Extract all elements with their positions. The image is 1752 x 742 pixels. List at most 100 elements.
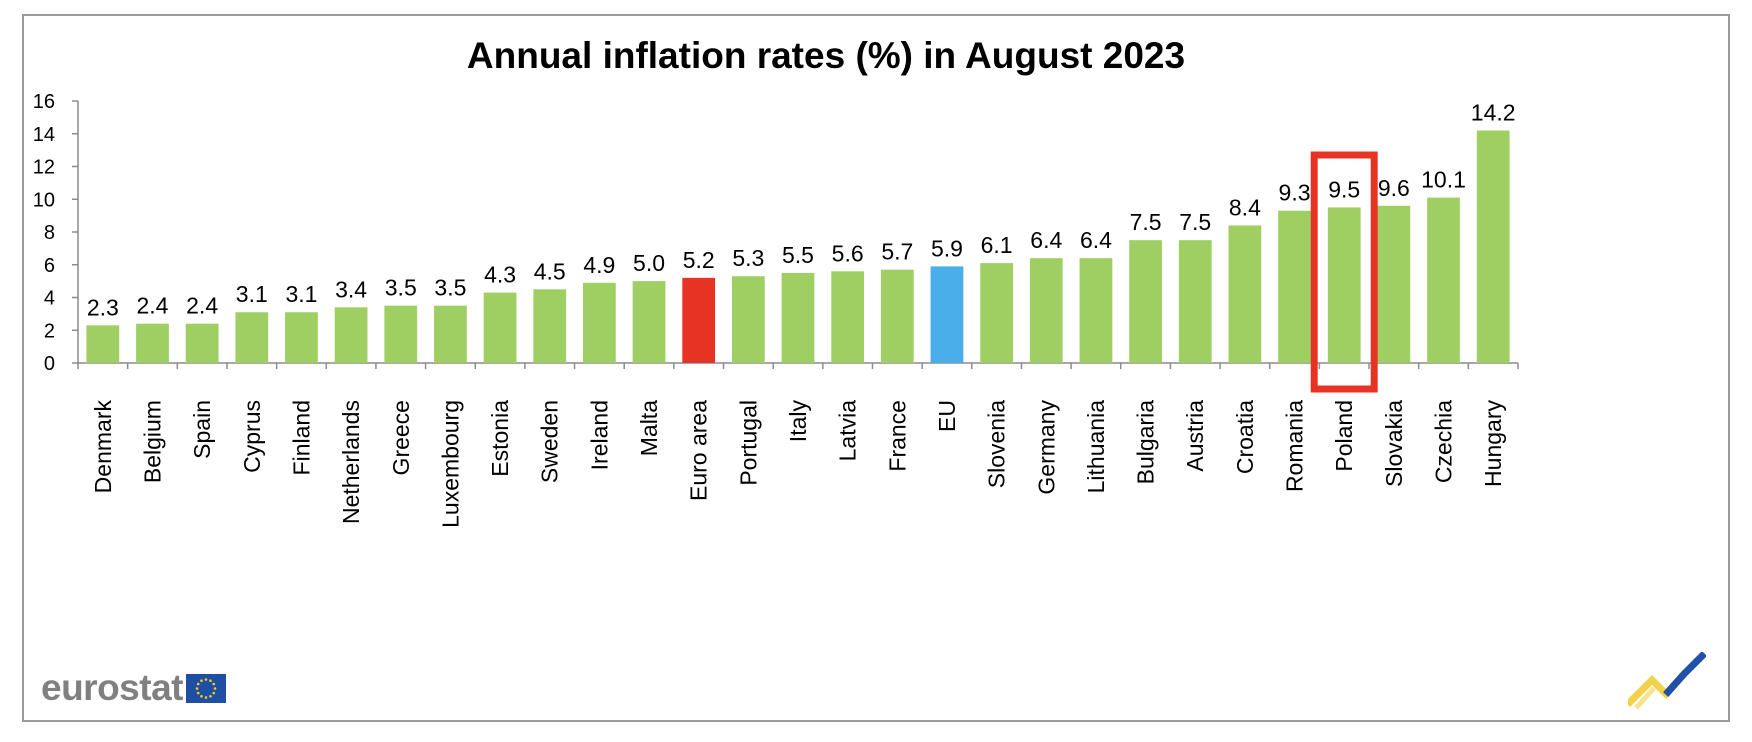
flag-star [204,677,208,681]
category-label: Euro area [686,400,712,501]
category-label: Spain [189,400,215,459]
bar-belgium [136,323,169,363]
value-label: 2.3 [87,294,119,320]
value-label: 5.2 [683,247,715,273]
category-label: Hungary [1480,400,1506,487]
statistics-mark-icon [1628,652,1706,710]
bar-italy [781,272,815,363]
eurostat-logo: eurostat [41,667,226,708]
value-label: 5.0 [633,250,665,276]
value-label: 4.9 [583,252,615,278]
bar-series [86,130,1510,363]
bar-lithuania [1079,258,1113,363]
bar-euro-area [682,277,716,363]
bar-greece [384,305,418,363]
y-tick-label: 12 [33,157,55,179]
y-axis: 0 2 4 6 8 10 12 14 16 [33,91,79,375]
highlight-box [1310,151,1378,393]
value-label: 4.3 [484,262,516,288]
y-tick-label: 14 [33,124,55,146]
flag-star [213,686,217,690]
value-labels: 2.3 2.4 2.4 3.1 3.1 3.4 3.5 3.5 4.3 4.5 4.9 5.0 5.2 5… [87,99,1516,320]
value-label: 6.1 [981,232,1013,258]
category-label: Lithuania [1083,400,1109,494]
bar-france [880,269,914,363]
category-label: Netherlands [338,400,364,524]
highlight-box-poland [1310,151,1378,393]
value-label: 3.5 [434,275,466,301]
value-label: 3.1 [236,281,268,307]
flag-star [212,682,216,685]
category-label: Austria [1182,400,1208,472]
bar-bulgaria [1129,240,1162,363]
category-label: Luxembourg [437,400,463,528]
bar-croatia [1228,225,1262,363]
category-label: Romania [1282,400,1308,492]
bar-luxembourg [434,305,467,363]
bar-cyprus [235,312,269,363]
value-label: 9.5 [1328,176,1360,202]
category-label: Belgium [139,400,165,483]
y-tick-label: 10 [33,189,55,211]
value-label: 8.4 [1229,194,1261,220]
value-label: 9.3 [1279,180,1311,206]
y-tick-label: 0 [44,353,55,375]
category-label: Germany [1033,400,1059,495]
category-label: Ireland [586,400,612,470]
value-label: 7.5 [1130,209,1162,235]
value-label: 7.5 [1179,209,1211,235]
bar-austria [1178,240,1212,363]
bar-ireland [582,282,616,363]
bar-spain [185,323,219,363]
category-label: Slovakia [1381,400,1407,487]
bar-eu [930,266,964,363]
value-label: 6.4 [1080,227,1112,253]
category-label: Poland [1331,400,1357,472]
value-label: 14.2 [1471,99,1516,125]
value-label: 3.5 [385,275,417,301]
bar-malta [632,281,666,363]
value-label: 4.5 [534,258,566,284]
value-label: 5.6 [832,240,864,266]
flag-star [212,691,216,694]
category-label: Denmark [90,400,116,494]
bar-germany [1029,258,1063,363]
bar-romania [1278,210,1311,363]
flag-star [204,695,208,699]
value-label: 5.3 [732,245,764,271]
flag-star [196,682,200,685]
flag-star [200,694,203,698]
bar-denmark [86,325,120,363]
y-tick-label: 8 [44,222,55,244]
flag-star [196,691,200,694]
logo-text: eurostat [41,667,183,708]
category-label: Latvia [835,400,861,462]
category-label: Bulgaria [1133,400,1159,485]
category-label: Czechia [1431,400,1457,483]
value-label: 5.5 [782,242,814,268]
bar-estonia [483,292,517,363]
value-label: 5.9 [931,235,963,261]
flag-star [200,678,203,682]
category-label: Croatia [1232,400,1258,474]
value-label: 3.1 [285,281,317,307]
bar-czechia [1427,197,1460,363]
bar-sweden [533,289,567,363]
category-label: Finland [288,400,314,475]
bar-hungary [1476,130,1510,363]
value-label: 5.7 [881,239,913,265]
bar-finland [285,312,318,363]
category-label: Greece [388,400,414,475]
bar-netherlands [334,307,368,363]
flag-star [209,694,212,698]
value-label: 2.4 [136,293,168,319]
y-tick-label: 6 [44,255,55,277]
value-label: 2.4 [186,293,218,319]
chart-frame [22,14,1730,722]
bar-slovakia [1377,205,1411,363]
category-label: Estonia [487,400,513,477]
category-label: Malta [636,400,662,456]
category-label: Slovenia [984,400,1010,488]
category-label: Sweden [537,400,563,483]
